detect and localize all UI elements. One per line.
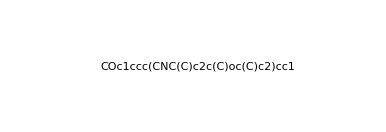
Text: COc1ccc(CNC(C)c2c(C)oc(C)c2)cc1: COc1ccc(CNC(C)c2c(C)oc(C)c2)cc1	[100, 62, 295, 72]
